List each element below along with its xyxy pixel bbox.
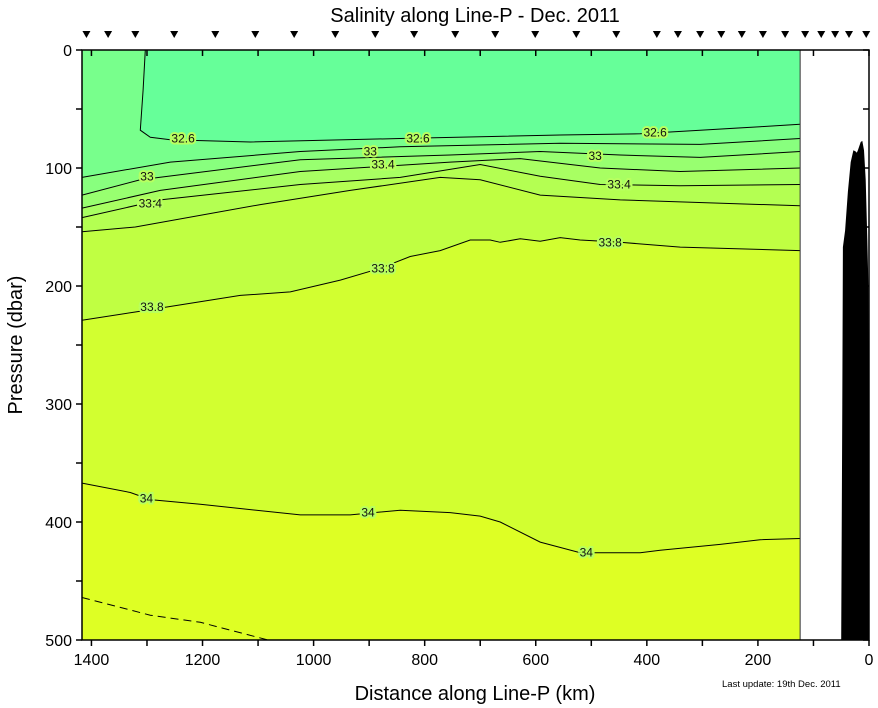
- last-update-note: Last update: 19th Dec. 2011: [722, 679, 841, 690]
- y-tick-label: 100: [45, 161, 72, 178]
- station-marker: [781, 31, 790, 38]
- station-marker: [331, 31, 340, 38]
- x-axis-title: Distance along Line-P (km): [355, 683, 596, 705]
- station-marker: [104, 31, 113, 38]
- station-marker: [612, 31, 621, 38]
- x-tick-label: 1400: [74, 652, 110, 669]
- contour-line-32.8: [81, 138, 801, 178]
- contour-label: 33.4: [607, 178, 631, 192]
- y-tick-label: 400: [45, 515, 72, 532]
- contour-label: 34: [361, 506, 375, 520]
- station-marker: [491, 31, 500, 38]
- contour-label: 34: [140, 491, 154, 505]
- station-marker: [290, 31, 299, 38]
- station-marker: [251, 31, 260, 38]
- contour-line-34: [81, 482, 801, 554]
- station-marker: [696, 31, 705, 38]
- x-tick-label: 400: [633, 652, 660, 669]
- band-fill-34: [82, 483, 801, 640]
- y-tick-label: 500: [45, 633, 72, 650]
- x-tick-label: 800: [411, 652, 438, 669]
- station-marker: [451, 31, 460, 38]
- contour-label: 33.8: [140, 300, 164, 314]
- x-tick-label: 200: [745, 652, 772, 669]
- contour-label: 33.8: [599, 235, 623, 249]
- station-marker: [131, 31, 140, 38]
- contour-label: 33.4: [371, 157, 395, 171]
- x-tick-label: 1200: [185, 652, 221, 669]
- station-marker: [817, 31, 826, 38]
- contour-label: 33.8: [371, 261, 395, 275]
- x-tick-label: 1000: [296, 652, 332, 669]
- station-marker: [82, 31, 91, 38]
- station-marker: [170, 31, 179, 38]
- contour-label: 34: [580, 546, 594, 560]
- y-tick-label: 300: [45, 397, 72, 414]
- x-tick-label: 0: [865, 652, 874, 669]
- station-marker: [572, 31, 581, 38]
- contour-line-33.4: [81, 163, 801, 219]
- station-marker: [371, 31, 380, 38]
- station-marker: [673, 31, 682, 38]
- y-axis-title: Pressure (dbar): [5, 276, 27, 415]
- station-marker: [845, 31, 854, 38]
- contour-line-33.8: [81, 237, 801, 321]
- contour-label: 32.6: [406, 132, 430, 146]
- station-marker: [801, 31, 810, 38]
- station-marker: [211, 31, 220, 38]
- contour-line-33: [81, 150, 801, 196]
- bathymetry-shape: [841, 140, 869, 640]
- contour-label: 33: [364, 144, 378, 158]
- station-markers: [82, 31, 871, 38]
- contour-line-33.2: [81, 158, 801, 209]
- station-marker: [717, 31, 726, 38]
- contour-line-33.6: [81, 176, 801, 233]
- contour-label: 32.6: [171, 132, 195, 146]
- contour-label: 32.6: [643, 126, 667, 140]
- station-marker: [737, 31, 746, 38]
- x-tick-label: 600: [522, 652, 549, 669]
- station-marker: [831, 31, 840, 38]
- axes: 1400 1200 1000 800 600 400 200 0 0 100 200 300 400 50…: [45, 43, 873, 669]
- y-tick-label: 200: [45, 279, 72, 296]
- chart-title: Salinity along Line-P - Dec. 2011: [330, 5, 619, 27]
- station-marker: [862, 31, 871, 38]
- station-marker: [652, 31, 661, 38]
- station-marker: [410, 31, 419, 38]
- contour-line-32.6: [139, 49, 801, 143]
- contour-label: 33: [589, 149, 603, 163]
- station-marker: [758, 31, 767, 38]
- contour-label: 33: [140, 169, 154, 183]
- contour-line-34.2: [81, 597, 269, 641]
- station-marker: [531, 31, 540, 38]
- contour-label: 33.4: [139, 196, 163, 210]
- y-tick-label: 0: [63, 43, 72, 60]
